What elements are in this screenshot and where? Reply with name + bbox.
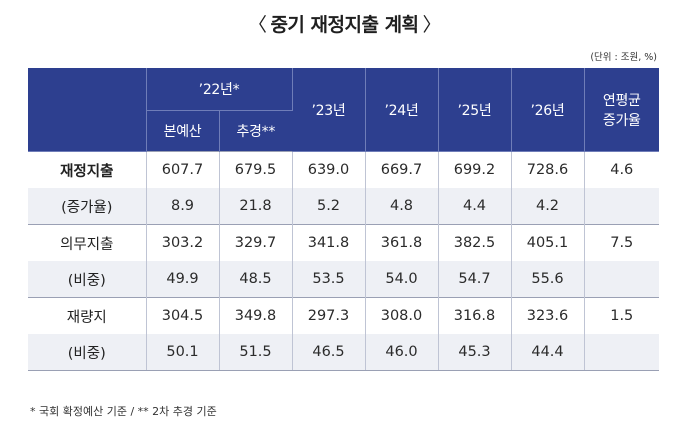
value-cell: 8.9 — [146, 188, 220, 225]
header-2023: ’23년 — [292, 68, 366, 152]
avg-growth-cell — [584, 188, 659, 225]
table-row: (비중) 50.1 51.5 46.5 46.0 45.3 44.4 — [28, 334, 659, 371]
footnote: * 국회 확정예산 기준 / ** 2차 추경 기준 — [30, 405, 217, 418]
value-cell: 382.5 — [438, 224, 512, 261]
header-2026: ’26년 — [511, 68, 585, 152]
value-cell: 679.5 — [219, 151, 293, 188]
value-cell: 329.7 — [219, 224, 293, 261]
avg-growth-cell — [584, 334, 659, 371]
value-cell: 728.6 — [511, 151, 585, 188]
value-cell: 669.7 — [365, 151, 439, 188]
table-row: (비중) 49.9 48.5 53.5 54.0 54.7 55.6 — [28, 261, 659, 298]
value-cell: 361.8 — [365, 224, 439, 261]
avg-growth-cell: 4.6 — [584, 151, 659, 188]
header-avg-line1: 연평균 — [602, 92, 641, 109]
row-label: (비중) — [28, 334, 147, 371]
value-cell: 349.8 — [219, 297, 293, 334]
value-cell: 5.2 — [292, 188, 366, 225]
value-cell: 341.8 — [292, 224, 366, 261]
value-cell: 44.4 — [511, 334, 585, 371]
value-cell: 699.2 — [438, 151, 512, 188]
table-row: 재정지출 607.7 679.5 639.0 669.7 699.2 728.6 4.6 — [28, 151, 659, 188]
value-cell: 303.2 — [146, 224, 220, 261]
value-cell: 48.5 — [219, 261, 293, 298]
avg-growth-cell: 1.5 — [584, 297, 659, 334]
row-label: (비중) — [28, 261, 147, 298]
row-label: 재량지 — [28, 297, 147, 334]
value-cell: 607.7 — [146, 151, 220, 188]
value-cell: 297.3 — [292, 297, 366, 334]
avg-growth-cell — [584, 261, 659, 298]
value-cell: 51.5 — [219, 334, 293, 371]
value-cell: 55.6 — [511, 261, 585, 298]
value-cell: 4.2 — [511, 188, 585, 225]
value-cell: 49.9 — [146, 261, 220, 298]
title-open-bracket: 〈 — [247, 14, 267, 36]
fiscal-spending-table: ’22년* ’23년 ’24년 ’25년 ’26년 연평균 증가율 본예산 추경… — [28, 68, 659, 371]
table-row: 의무지출 303.2 329.7 341.8 361.8 382.5 405.1 7.5 — [28, 224, 659, 261]
header-blank — [28, 68, 147, 152]
header-2022: ’22년* — [146, 68, 293, 111]
table-title: 〈 중기 재정지출 계획 〉 — [0, 10, 689, 36]
table-row: 재량지 304.5 349.8 297.3 308.0 316.8 323.6 1.5 — [28, 297, 659, 334]
avg-growth-cell: 7.5 — [584, 224, 659, 261]
row-label: (증가율) — [28, 188, 147, 225]
value-cell: 46.0 — [365, 334, 439, 371]
value-cell: 21.8 — [219, 188, 293, 225]
value-cell: 54.7 — [438, 261, 512, 298]
value-cell: 45.3 — [438, 334, 512, 371]
title-close-bracket: 〉 — [422, 14, 442, 36]
value-cell: 54.0 — [365, 261, 439, 298]
value-cell: 323.6 — [511, 297, 585, 334]
value-cell: 53.5 — [292, 261, 366, 298]
row-label: 재정지출 — [28, 151, 147, 188]
header-2024: ’24년 — [365, 68, 439, 152]
header-2025: ’25년 — [438, 68, 512, 152]
value-cell: 4.4 — [438, 188, 512, 225]
value-cell: 308.0 — [365, 297, 439, 334]
header-avg-line2: 증가율 — [602, 112, 641, 129]
unit-note: (단위 : 조원, %) — [590, 52, 657, 63]
title-text: 중기 재정지출 계획 — [270, 14, 419, 36]
header-avg-growth: 연평균 증가율 — [584, 68, 659, 152]
value-cell: 316.8 — [438, 297, 512, 334]
value-cell: 46.5 — [292, 334, 366, 371]
value-cell: 4.8 — [365, 188, 439, 225]
value-cell: 50.1 — [146, 334, 220, 371]
table-row: (증가율) 8.9 21.8 5.2 4.8 4.4 4.2 — [28, 188, 659, 225]
row-label: 의무지출 — [28, 224, 147, 261]
value-cell: 639.0 — [292, 151, 366, 188]
value-cell: 304.5 — [146, 297, 220, 334]
header-2022-original-budget: 본예산 — [146, 110, 220, 152]
header-2022-supplementary: 추경** — [219, 110, 292, 152]
value-cell: 405.1 — [511, 224, 585, 261]
